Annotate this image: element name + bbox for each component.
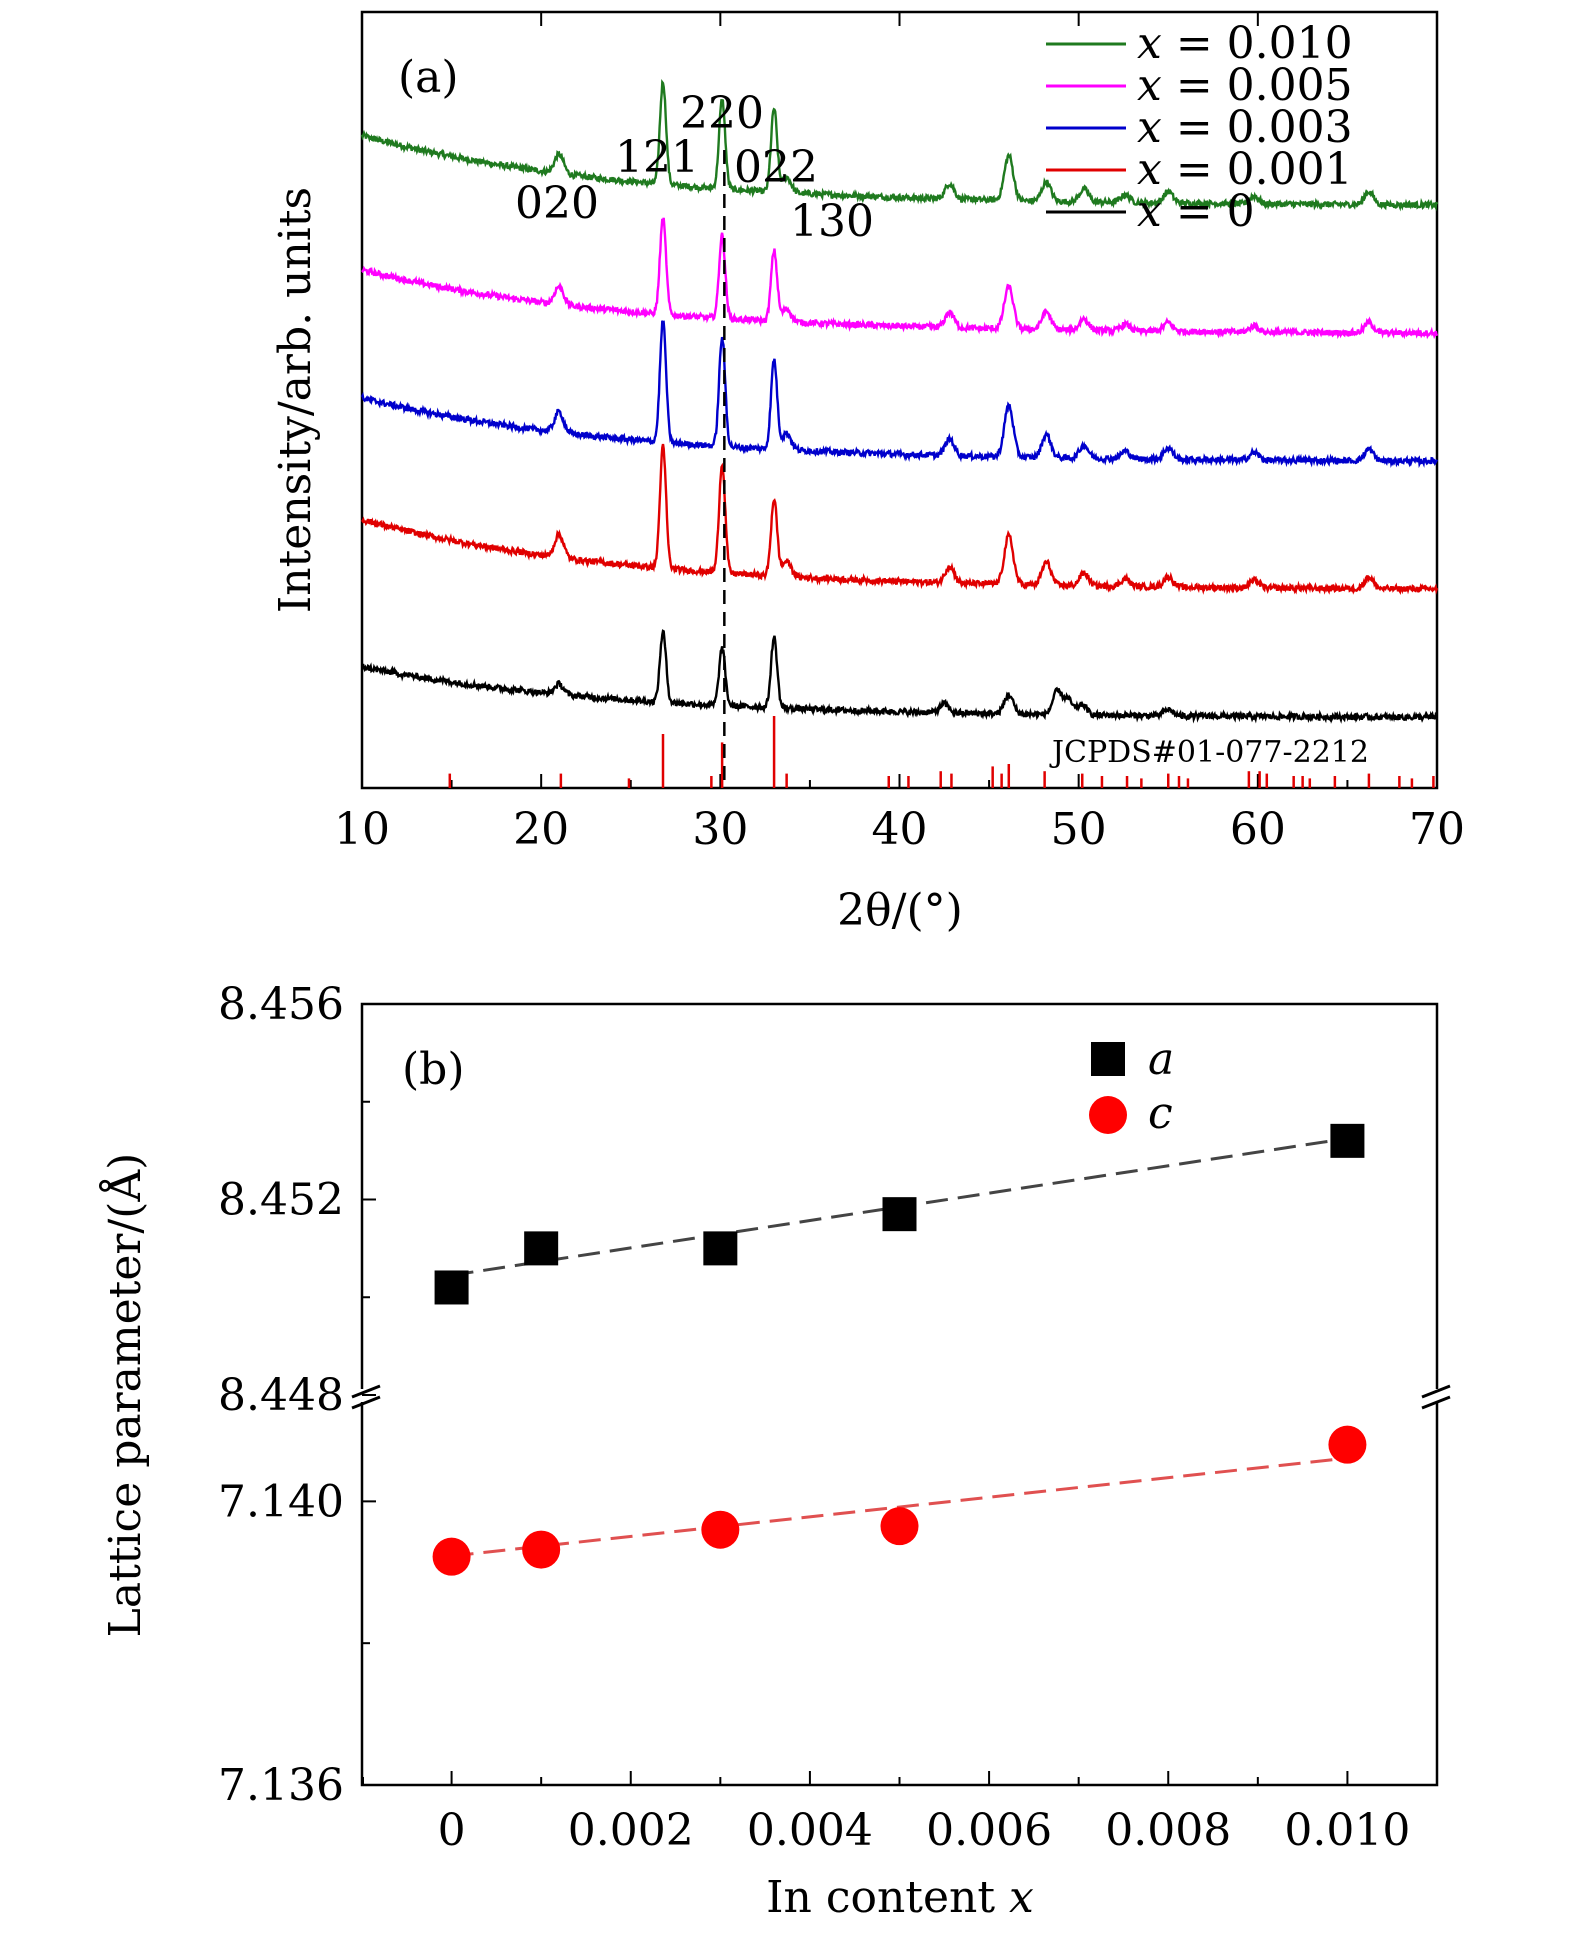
x-tick-label-a: 30 — [692, 804, 748, 855]
x-tick-label-b: 0.010 — [1284, 1805, 1410, 1856]
x-axis-title-b: In content x — [766, 1872, 1034, 1923]
data-point-c — [432, 1537, 471, 1576]
legend-label-a: x = 0 — [1137, 186, 1255, 237]
axis-break-right — [1421, 1384, 1451, 1410]
x-tick-label-b: 0.004 — [747, 1805, 873, 1856]
y-axis-ticks-b: 8.448 8.452 8.456 7.136 7.140 — [218, 979, 376, 1811]
data-point-a — [703, 1231, 738, 1266]
x-tick-label-b: 0 — [438, 1805, 466, 1856]
xrd-curves — [360, 79, 1439, 724]
xrd-curve — [361, 443, 1439, 596]
legend-label-a: x = 0.010 — [1137, 18, 1353, 69]
lattice-panel: 0 0.002 0.004 0.006 0.008 0.010 8.4488.4528.4… — [98, 979, 1451, 1923]
y-tick-label-b: 8.452 — [218, 1175, 344, 1226]
x-tick-label-b: 0.002 — [568, 1805, 694, 1856]
x-axis-ticks-a: 10 20 30 40 50 60 70 — [334, 12, 1465, 855]
legend-label-a: x = 0.001 — [1137, 144, 1353, 195]
xrd-curve — [361, 217, 1439, 340]
x-axis-title-b-text: In content — [766, 1872, 1009, 1923]
lattice-series — [432, 1123, 1367, 1576]
legend-marker-a — [1091, 1042, 1125, 1076]
panel-label-b: (b) — [402, 1044, 465, 1095]
legend-value: = 0.010 — [1162, 18, 1353, 69]
legend-label-a: a — [1148, 1034, 1174, 1085]
x-tick-label-a: 70 — [1409, 804, 1465, 855]
fit-line-c — [451, 1456, 1348, 1558]
x-axis-ticks-b: 0 0.002 0.004 0.006 0.008 0.010 — [362, 1771, 1410, 1856]
data-point-c — [522, 1530, 561, 1569]
legend-b: a c — [1089, 1034, 1174, 1139]
legend-var: x — [1137, 18, 1162, 69]
legend-value: = 0.005 — [1162, 60, 1353, 111]
data-point-c — [1328, 1425, 1367, 1464]
y-tick-label-b: 8.456 — [218, 979, 344, 1030]
legend-var: x — [1137, 102, 1162, 153]
data-point-a — [1330, 1123, 1365, 1158]
x-axis-title-a: 2θ/(°) — [837, 885, 963, 936]
xrd-curve — [360, 320, 1439, 469]
data-point-a — [524, 1231, 559, 1266]
legend-label-c: c — [1148, 1088, 1173, 1139]
reference-card-label: JCPDS#01-077-2212 — [1049, 735, 1369, 770]
plot-frame-b — [360, 1002, 1439, 1787]
data-point-a — [434, 1270, 469, 1305]
x-axis-var: x — [1009, 1872, 1034, 1923]
data-point-a — [882, 1197, 917, 1232]
xrd-panel: 10 20 30 40 50 60 70 (a) 020 121 220 022 130 J… — [270, 10, 1465, 936]
y-axis-title-a: Intensity/arb. units — [270, 187, 321, 613]
x-tick-label-a: 10 — [334, 804, 390, 855]
data-point-c — [701, 1510, 740, 1549]
y-axis-title-b: Lattice parameter/(Å) — [98, 1153, 151, 1638]
data-point-c — [880, 1507, 919, 1546]
legend-marker-c — [1089, 1096, 1127, 1134]
x-tick-label-a: 50 — [1051, 804, 1107, 855]
x-tick-label-a: 60 — [1230, 804, 1286, 855]
peak-label-020: 020 — [515, 178, 599, 229]
legend-label-a: x = 0.005 — [1137, 60, 1353, 111]
legend-var: x — [1137, 60, 1162, 111]
peak-label-220: 220 — [680, 88, 764, 139]
legend-value: = 0.001 — [1162, 144, 1353, 195]
panel-label-a: (a) — [398, 52, 459, 103]
y-tick-label-b: 8.448 — [218, 1370, 344, 1421]
x-tick-label-b: 0.006 — [926, 1805, 1052, 1856]
x-tick-label-a: 20 — [513, 804, 569, 855]
axis-break-left — [351, 1384, 381, 1410]
legend-var: x — [1137, 186, 1162, 237]
y-tick-label-b: 7.140 — [218, 1476, 344, 1527]
legend-var: x — [1137, 144, 1162, 195]
peak-label-130: 130 — [790, 196, 874, 247]
reference-sticks — [448, 716, 1435, 788]
x-tick-label-a: 40 — [872, 804, 928, 855]
peak-label-121: 121 — [615, 132, 699, 183]
legend-label-a: x = 0.003 — [1137, 102, 1353, 153]
peak-label-022: 022 — [734, 142, 818, 193]
legend-value: = 0 — [1162, 186, 1255, 237]
xrd-curve — [360, 79, 1439, 212]
y-tick-label-b: 7.136 — [218, 1760, 344, 1811]
x-tick-label-b: 0.008 — [1105, 1805, 1231, 1856]
legend-value: = 0.003 — [1162, 102, 1353, 153]
xrd-curve — [361, 629, 1439, 724]
